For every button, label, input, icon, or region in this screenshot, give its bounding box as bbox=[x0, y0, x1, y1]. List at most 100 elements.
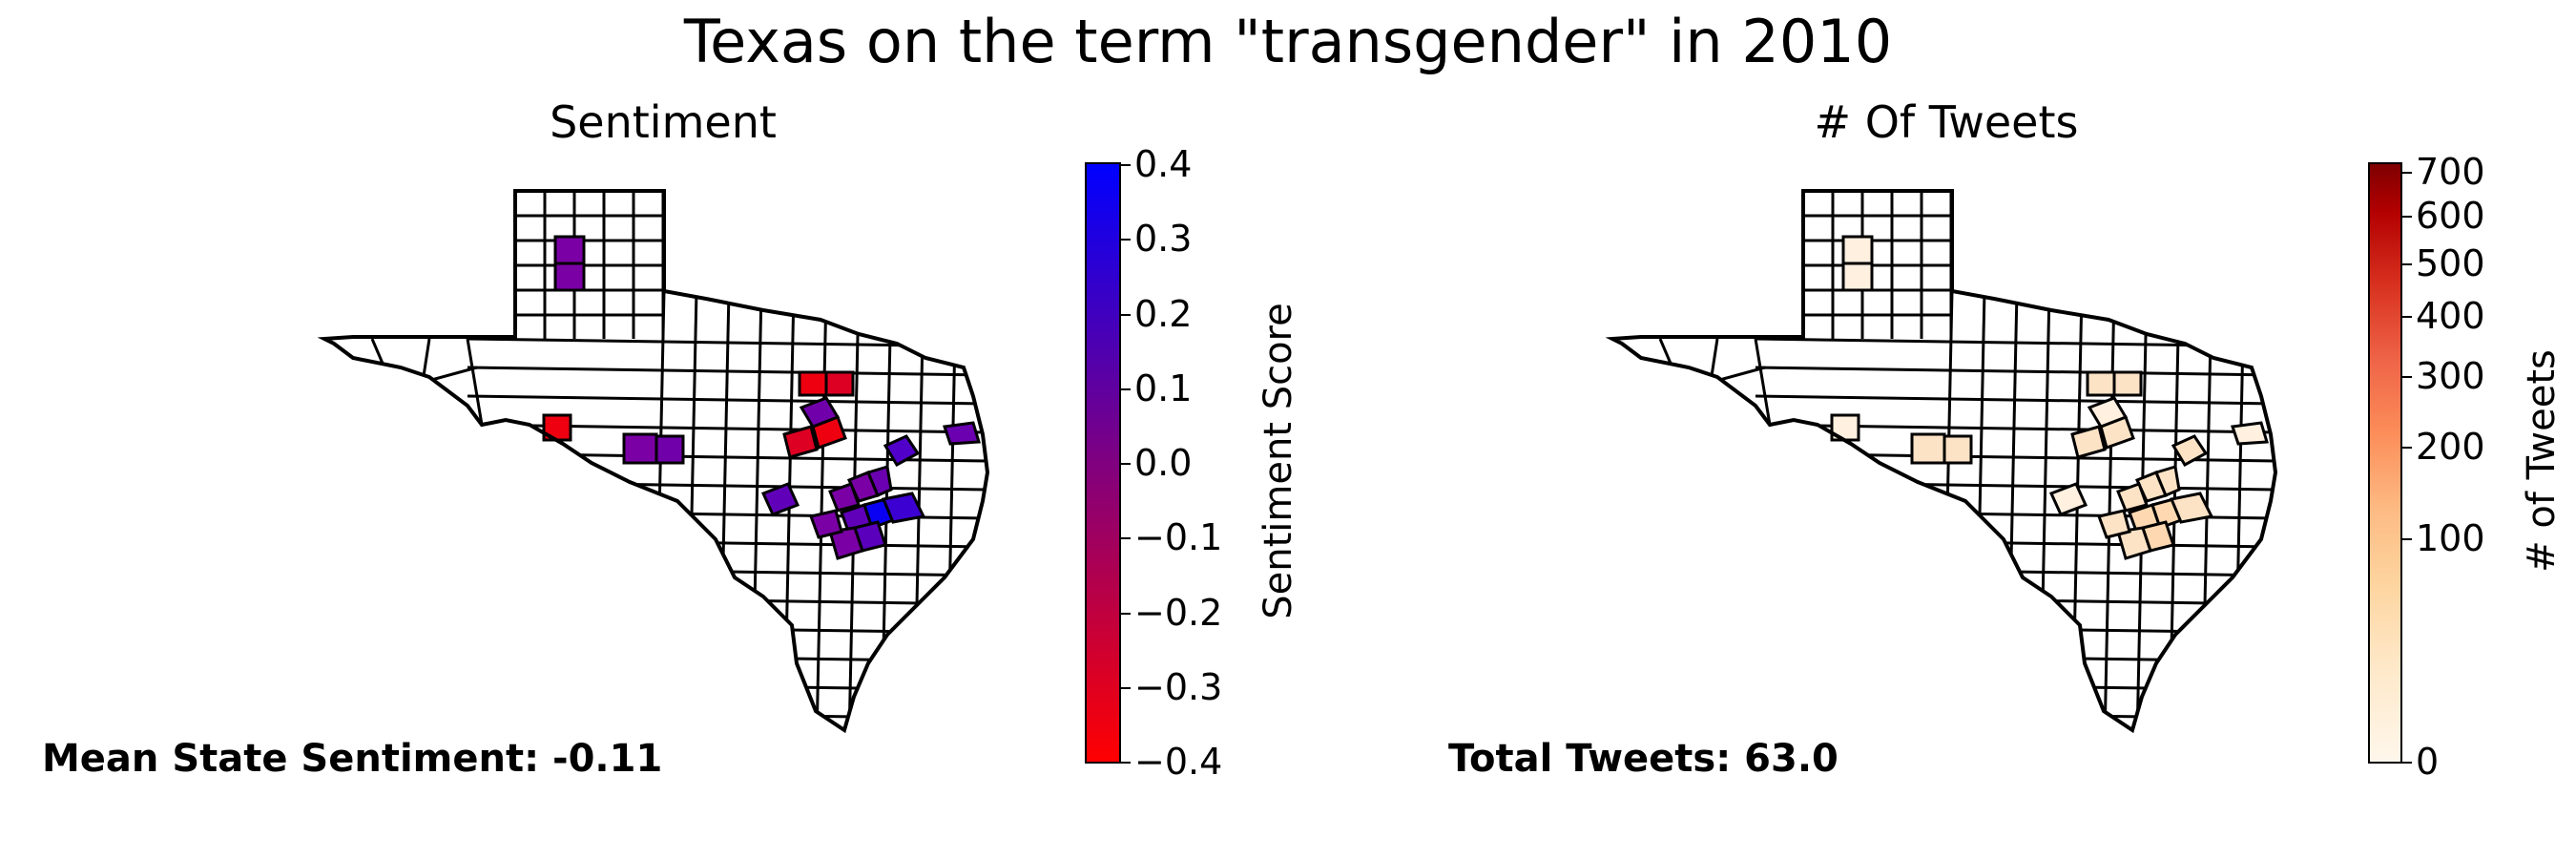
colorbar-tick-mark bbox=[1119, 762, 1131, 764]
colorbar-tick-label: 0.1 bbox=[1134, 367, 1193, 409]
county-border bbox=[408, 338, 431, 464]
county-border bbox=[1755, 394, 2275, 406]
county bbox=[853, 520, 887, 553]
sentiment-texas-map bbox=[317, 189, 990, 734]
county bbox=[2097, 509, 2131, 539]
county-border bbox=[467, 480, 987, 492]
colorbar-tick-label: 500 bbox=[2416, 241, 2485, 284]
colorbar-tick-label: 600 bbox=[2416, 195, 2485, 237]
county-border bbox=[1755, 595, 2275, 606]
county-border bbox=[467, 623, 987, 635]
county bbox=[2048, 482, 2088, 516]
county bbox=[2171, 434, 2209, 468]
county-border bbox=[653, 290, 666, 730]
county-border bbox=[1755, 366, 2275, 377]
county bbox=[1841, 235, 1874, 265]
county-border bbox=[1941, 290, 1954, 730]
county-border bbox=[1755, 652, 2275, 663]
county bbox=[824, 370, 855, 397]
sentiment-colorbar bbox=[1085, 162, 1121, 764]
county-border bbox=[2233, 290, 2246, 730]
colorbar-tick-label: 100 bbox=[2416, 517, 2485, 560]
colorbar-tick-label: −0.4 bbox=[1134, 741, 1223, 783]
mean-state-sentiment: Mean State Sentiment: -0.11 bbox=[42, 737, 663, 781]
tweets-colored-counties bbox=[1830, 235, 2269, 560]
colorbar-tick-label: 400 bbox=[2416, 294, 2485, 337]
county bbox=[760, 482, 800, 516]
county bbox=[883, 434, 921, 468]
colorbar-tick-mark bbox=[1119, 537, 1131, 540]
colorbar-tick-label: 0.0 bbox=[1134, 442, 1193, 484]
tweets-texas-map bbox=[1605, 189, 2278, 734]
colorbar-tick-label: 200 bbox=[2416, 425, 2485, 468]
county bbox=[881, 492, 926, 524]
county bbox=[828, 482, 861, 513]
county-border bbox=[467, 595, 987, 606]
county-border bbox=[467, 366, 987, 377]
colorbar-tick-label: 0.2 bbox=[1134, 292, 1193, 335]
county-border bbox=[945, 290, 958, 730]
county bbox=[654, 434, 685, 465]
county bbox=[943, 421, 981, 446]
colorbar-tick-label: −0.2 bbox=[1134, 591, 1223, 634]
colorbar-tick-mark bbox=[1119, 388, 1131, 390]
sentiment-county-grid bbox=[333, 191, 987, 730]
county-border bbox=[409, 423, 488, 446]
county-border bbox=[333, 351, 421, 393]
tweets-county-grid bbox=[1621, 191, 2275, 730]
colorbar-tick-mark bbox=[2400, 262, 2412, 265]
colorbar-tick-mark bbox=[2400, 375, 2412, 378]
sentiment-colored-counties bbox=[542, 235, 981, 560]
colorbar-tick-mark bbox=[2400, 762, 2412, 764]
county bbox=[798, 370, 828, 397]
county-border bbox=[1755, 480, 2275, 492]
county bbox=[799, 396, 841, 429]
county-border bbox=[1754, 338, 1772, 426]
county bbox=[553, 262, 586, 292]
sentiment-colorbar-ticks: 0.4 0.3 0.2 0.1 0.0 −0.1 −0.2 −0.3 −0.4 bbox=[1119, 145, 1224, 781]
colorbar-tick-mark bbox=[1119, 686, 1131, 689]
colorbar-tick-mark bbox=[2400, 172, 2412, 175]
county bbox=[865, 465, 893, 497]
tweets-colorbar bbox=[2368, 162, 2402, 764]
colorbar-tick-mark bbox=[2400, 315, 2412, 318]
county-border bbox=[466, 338, 484, 426]
tweets-colorbar-ticks: 700 600 500 400 300 200 100 0 bbox=[2400, 153, 2505, 781]
county bbox=[1910, 432, 1946, 465]
county bbox=[2169, 492, 2214, 524]
figure-title: Texas on the term "transgender" in 2010 bbox=[683, 7, 1893, 76]
county bbox=[1942, 434, 1973, 465]
county bbox=[1841, 262, 1874, 292]
colorbar-tick-label: 300 bbox=[2416, 354, 2485, 397]
colorbar-tick-mark bbox=[2400, 538, 2412, 541]
colorbar-tick-mark bbox=[1119, 164, 1131, 166]
county bbox=[2112, 370, 2143, 397]
county-border bbox=[1755, 566, 2275, 577]
sentiment-colorbar-label: Sentiment Score bbox=[1257, 303, 1300, 619]
tweets-colorbar-label: # of Tweets bbox=[2520, 349, 2564, 573]
county bbox=[2231, 421, 2269, 446]
colorbar-tick-label: 0 bbox=[2416, 741, 2440, 783]
county-border bbox=[1621, 351, 1709, 393]
colorbar-tick-mark bbox=[1119, 239, 1131, 241]
county-border bbox=[467, 537, 987, 549]
county-border bbox=[370, 338, 403, 407]
texas-outline bbox=[1605, 189, 2278, 734]
colorbar-tick-mark bbox=[2400, 216, 2412, 218]
county bbox=[2141, 520, 2175, 553]
county-border bbox=[467, 681, 987, 692]
county bbox=[2086, 370, 2116, 397]
county bbox=[2070, 425, 2107, 459]
county-border bbox=[1696, 338, 1719, 464]
colorbar-tick-label: 0.4 bbox=[1134, 143, 1193, 185]
county-border bbox=[467, 709, 987, 721]
county bbox=[622, 432, 658, 465]
county-border bbox=[467, 566, 987, 577]
county-border bbox=[467, 394, 987, 406]
tweets-panel-title: # Of Tweets bbox=[1814, 96, 2079, 148]
total-tweets: Total Tweets: 63.0 bbox=[1448, 737, 1839, 781]
county-border bbox=[1755, 709, 2275, 721]
county bbox=[2087, 396, 2129, 429]
county bbox=[2116, 482, 2149, 513]
county-border bbox=[1755, 623, 2275, 635]
